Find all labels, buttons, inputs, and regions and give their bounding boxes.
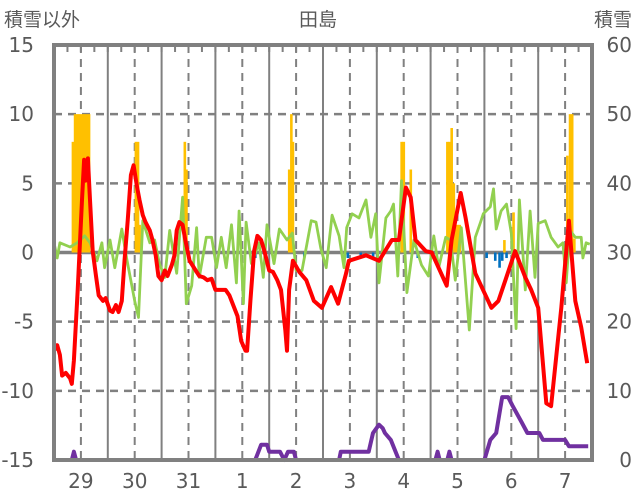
orange-bar: [134, 141, 138, 253]
right-tick-label: 40: [607, 171, 632, 195]
orange-bar: [573, 238, 576, 253]
x-tick-label: 3: [344, 469, 357, 493]
orange-bar: [73, 114, 77, 253]
orange-bar: [85, 114, 89, 253]
left-tick-label: -15: [1, 448, 34, 472]
left-tick-label: 10: [9, 102, 34, 126]
left-axis-title: 積雪以外: [4, 9, 80, 31]
orange-bar: [290, 114, 293, 253]
plot-frame: [52, 43, 594, 462]
right-tick-label: 0: [619, 448, 632, 472]
orange-bar: [77, 114, 81, 253]
x-tick-label: 2: [290, 469, 303, 493]
orange-bar: [287, 169, 291, 253]
orange-bar: [512, 212, 515, 253]
blue-bar: [371, 252, 375, 259]
orange-bar: [446, 141, 449, 253]
blue-bar: [493, 252, 497, 261]
right-tick-label: 30: [607, 241, 632, 265]
orange-bar: [456, 224, 459, 253]
left-tick-label: 15: [9, 33, 34, 57]
blue-bar: [505, 252, 508, 259]
orange-bar: [568, 114, 572, 253]
blue-bar: [498, 252, 501, 268]
x-tick-label: 30: [122, 469, 147, 493]
left-tick-label: 0: [21, 241, 34, 265]
orange-bar: [570, 114, 574, 253]
axis-labels: 積雪以外 田島 積雪 151050-5-10-15605040302010029…: [1, 9, 632, 493]
left-tick-label: 5: [21, 171, 34, 195]
right-tick-label: 10: [607, 379, 632, 403]
orange-bar: [503, 240, 506, 253]
blue-bar: [346, 252, 350, 259]
red-line: [52, 156, 590, 409]
series-lines: [52, 156, 591, 462]
x-tick-label: 1: [236, 469, 249, 493]
right-tick-label: 50: [607, 102, 632, 126]
blue-bar: [500, 252, 504, 261]
orange-bar: [71, 141, 75, 253]
x-tick-label: 29: [68, 469, 93, 493]
orange-bar: [183, 141, 187, 253]
chart-title: 田島: [299, 9, 337, 31]
orange-bar: [450, 128, 453, 253]
x-tick-label: 7: [559, 469, 572, 493]
right-tick-label: 20: [607, 310, 632, 334]
orange-bar: [452, 183, 456, 253]
x-tick-label: 6: [505, 469, 518, 493]
orange-bar: [185, 169, 188, 253]
left-tick-label: -10: [1, 379, 34, 403]
orange-bar: [291, 141, 295, 253]
orange-bar: [454, 224, 457, 253]
x-tick-label: 31: [176, 469, 201, 493]
purple-line: [54, 395, 589, 462]
orange-bar: [75, 114, 79, 253]
orange-bar: [566, 155, 569, 253]
green-line: [52, 179, 591, 332]
orange-bar: [138, 224, 141, 253]
orange-bar: [448, 141, 451, 253]
right-tick-label: 60: [607, 33, 632, 57]
right-axis-title: 積雪: [594, 9, 632, 31]
x-tick-label: 4: [397, 469, 410, 493]
left-tick-label: -5: [14, 310, 34, 334]
x-tick-label: 5: [451, 469, 464, 493]
blue-bar: [485, 252, 488, 259]
